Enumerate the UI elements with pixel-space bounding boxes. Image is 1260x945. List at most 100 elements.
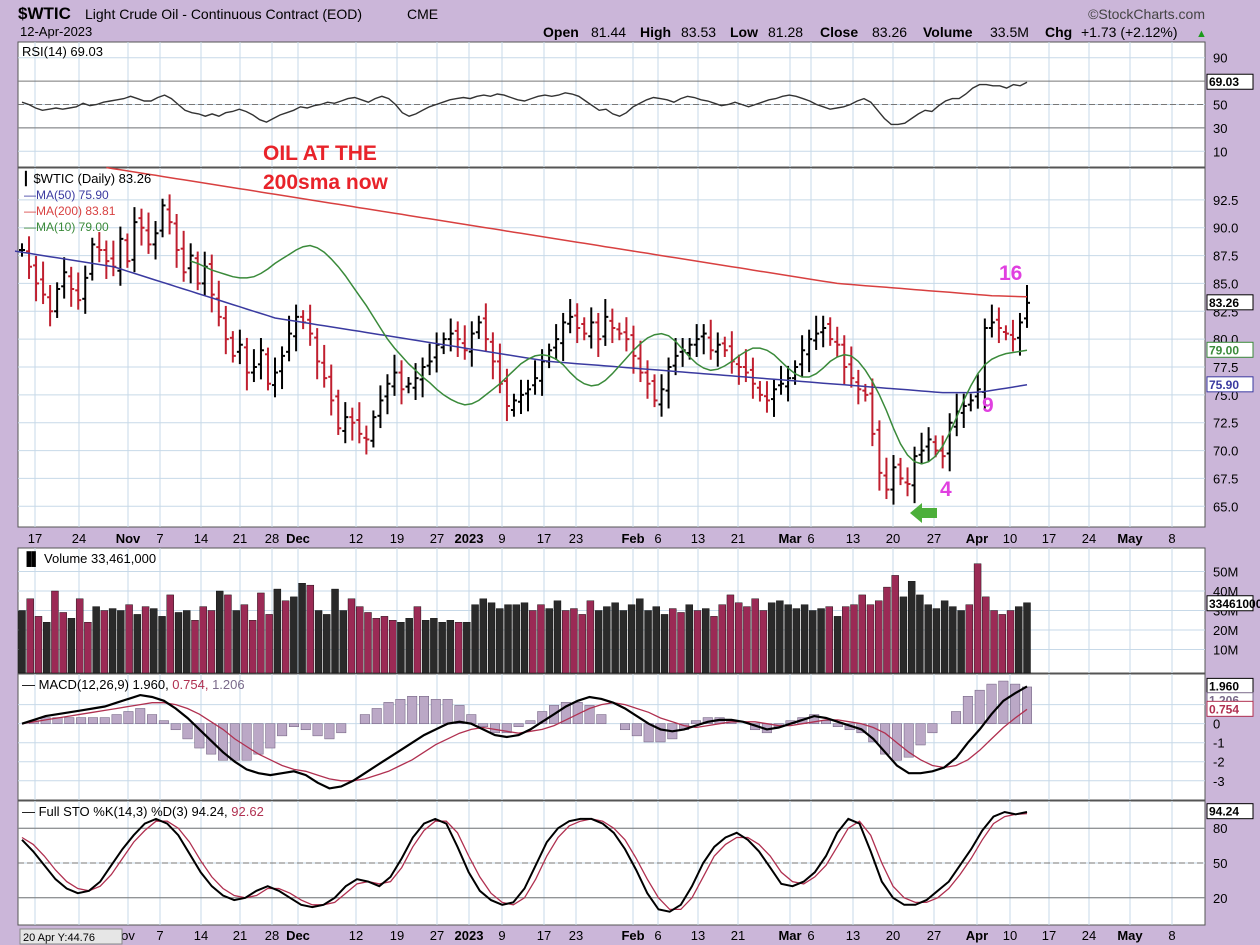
volume-bar xyxy=(207,610,216,674)
price-bar xyxy=(26,236,33,279)
volume-bar xyxy=(1006,610,1015,674)
macd-histogram-bar xyxy=(182,723,193,740)
y-tick-label: 20M xyxy=(1213,623,1238,638)
date-tick-label: 27 xyxy=(430,531,444,546)
price-bar xyxy=(272,357,279,398)
volume-bar xyxy=(1015,606,1023,674)
cursor-readout: 20 Apr Y:44.76 xyxy=(19,928,123,945)
date-tick-label: 14 xyxy=(194,531,208,546)
value-tag-box xyxy=(1206,803,1254,820)
date-tick-label: 7 xyxy=(156,928,163,943)
volume-bar xyxy=(570,608,578,674)
macd-histogram-bar xyxy=(336,723,347,734)
price-bar xyxy=(314,328,321,380)
volume-bar xyxy=(281,600,290,674)
date-tick-label: 27 xyxy=(927,928,941,943)
macd-histogram-bar xyxy=(76,717,87,724)
ma10-line xyxy=(190,244,1028,465)
price-bar xyxy=(236,329,243,365)
annotation-count-9: 9 xyxy=(982,394,994,417)
stochastic-chart: 80 50 20 — Full STO %K(14,3) %D(3) 94.24, 9… xyxy=(18,803,1254,913)
volume-bar xyxy=(446,620,455,674)
value-tag-text: 33461000 xyxy=(1209,597,1260,611)
price-bar xyxy=(47,284,54,327)
volume-bar xyxy=(273,588,282,674)
y-tick-label: 85.0 xyxy=(1213,276,1238,291)
date-tick-label: 24 xyxy=(1082,531,1096,546)
volume-bar xyxy=(644,610,652,674)
y-tick-label: 10M xyxy=(1213,643,1238,658)
volume-bar xyxy=(240,604,249,674)
price-bar xyxy=(827,317,834,346)
price-bar xyxy=(510,393,517,417)
price-bar xyxy=(707,319,714,360)
date-tick-label: 23 xyxy=(569,928,583,943)
volume-bar xyxy=(92,606,100,674)
price-bar xyxy=(567,299,574,334)
y-tick-label: 70.0 xyxy=(1213,444,1238,459)
volume-bar xyxy=(133,614,142,674)
volume-bar xyxy=(331,588,339,674)
macd-histogram-bar xyxy=(288,723,299,727)
date-tick-label: Nov xyxy=(116,531,141,546)
price-bar xyxy=(356,402,363,444)
price-bar xyxy=(799,335,806,377)
price-bar xyxy=(1016,312,1023,356)
volume-bar xyxy=(257,592,265,674)
date-tick-label: 21 xyxy=(731,928,745,943)
volume-bar xyxy=(553,600,562,674)
price-bar xyxy=(658,374,665,417)
macd-histogram-bar xyxy=(218,723,228,761)
date-tick-label: 21 xyxy=(731,531,745,546)
date-tick-label: Mar xyxy=(778,928,801,943)
macd-histogram-bar xyxy=(419,696,429,724)
date-tick-label: 6 xyxy=(654,531,661,546)
price-bar xyxy=(391,354,398,396)
macd-histogram-bar xyxy=(903,723,914,758)
price-bar xyxy=(145,212,152,254)
date-tick-label: 2023 xyxy=(455,928,484,943)
price-bar xyxy=(454,321,461,357)
rsi-label: RSI(14) 69.03 xyxy=(22,44,103,59)
price-bar xyxy=(40,261,47,305)
macd-histogram-bar xyxy=(277,723,288,737)
volume-bar xyxy=(323,614,331,674)
date-tick-label: 10 xyxy=(1003,531,1017,546)
price-bar xyxy=(883,457,890,500)
volume-bar xyxy=(973,563,982,674)
price-bar xyxy=(131,207,138,273)
date-tick-label: Feb xyxy=(621,531,644,546)
price-bar xyxy=(363,425,370,455)
date-tick-label: 13 xyxy=(846,531,860,546)
date-tick-label: 7 xyxy=(156,531,163,546)
date-tick-label: 14 xyxy=(194,928,208,943)
price-bar xyxy=(946,413,953,472)
macd-histogram-bar xyxy=(513,723,524,727)
price-bar xyxy=(574,303,581,344)
macd-histogram-bar xyxy=(809,714,820,724)
price-bar xyxy=(876,420,883,491)
date-tick-label: 13 xyxy=(691,531,705,546)
chg-value: +1.73 (+2.12%) xyxy=(1081,24,1178,40)
volume-bar xyxy=(224,594,232,674)
price-bar xyxy=(335,389,342,435)
volume-bar xyxy=(364,612,372,674)
low-label: Low xyxy=(730,24,758,40)
volume-bar xyxy=(734,602,743,674)
volume-bar xyxy=(306,584,315,674)
sto-label-d: 92.62 xyxy=(231,804,264,819)
chg-label: Chg xyxy=(1045,24,1072,40)
price-bar xyxy=(588,307,595,349)
price-bar xyxy=(264,347,271,391)
macd-histogram-bar xyxy=(312,723,323,737)
volume-bar xyxy=(809,610,817,674)
y-tick-label: 65.0 xyxy=(1213,499,1238,514)
price-bar xyxy=(763,381,770,413)
volume-value: 33.5M xyxy=(990,24,1029,40)
y-tick-label: -1 xyxy=(1213,736,1225,751)
y-tick-label: 40M xyxy=(1213,584,1238,599)
macd-histogram-bar xyxy=(147,714,158,724)
volume-bar xyxy=(158,616,166,674)
date-tick-label: 17 xyxy=(537,531,551,546)
